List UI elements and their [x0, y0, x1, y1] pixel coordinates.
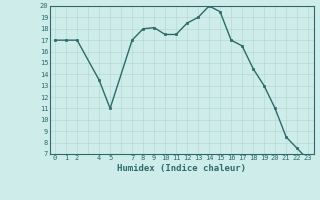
- X-axis label: Humidex (Indice chaleur): Humidex (Indice chaleur): [117, 164, 246, 173]
